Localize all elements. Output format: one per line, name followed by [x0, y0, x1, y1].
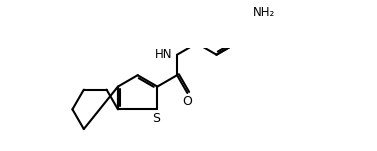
Text: O: O — [182, 95, 192, 108]
Text: NH₂: NH₂ — [253, 6, 276, 19]
Text: HN: HN — [155, 48, 172, 61]
Text: S: S — [152, 112, 160, 125]
